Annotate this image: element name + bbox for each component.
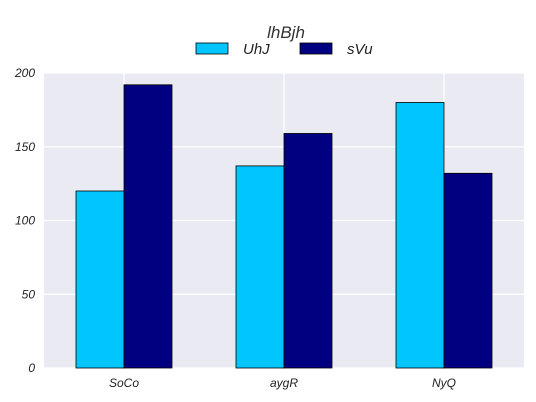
bar-UhJ-aygR — [235, 165, 285, 369]
y-axis-ticks: 0 50 100 150 200 — [14, 66, 35, 375]
x-tick-label: NyQ — [432, 376, 456, 390]
legend: UhJ sVu — [195, 41, 373, 58]
y-tick-label: 200 — [14, 66, 35, 80]
y-tick-label: 50 — [22, 287, 36, 301]
bar-UhJ-NyQ — [395, 102, 445, 369]
x-axis-ticks: SoCo aygR NyQ — [109, 376, 456, 390]
chart-title: lhBjh — [267, 23, 305, 42]
legend-label-svu: sVu — [347, 41, 373, 58]
bar-UhJ-SoCo — [75, 190, 125, 369]
bar-sVu-SoCo — [123, 84, 173, 369]
bar-sVu-NyQ — [443, 172, 493, 369]
x-tick-label: SoCo — [109, 376, 139, 390]
y-tick-label: 150 — [15, 140, 35, 154]
legend-swatch-svu — [299, 42, 333, 55]
bar-sVu-aygR — [283, 133, 333, 369]
legend-swatch-uhj — [195, 42, 229, 55]
y-tick-label: 100 — [15, 214, 35, 228]
bars — [75, 84, 493, 369]
legend-label-uhj: UhJ — [243, 41, 270, 58]
x-tick-label: aygR — [270, 376, 298, 390]
y-tick-label: 0 — [28, 361, 35, 375]
